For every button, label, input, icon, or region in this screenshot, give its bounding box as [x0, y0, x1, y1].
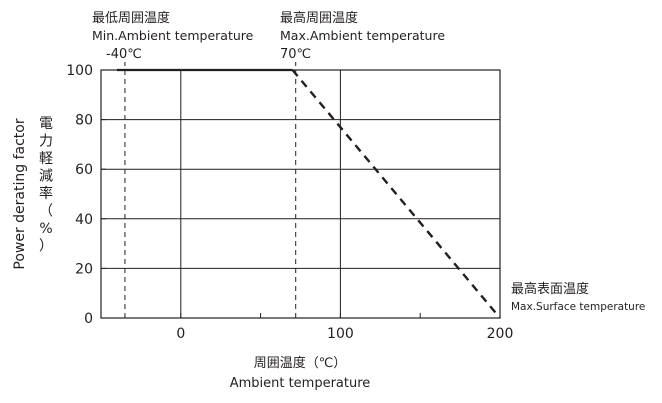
y-axis-title-jp-char: 電: [39, 116, 53, 132]
x-tick-label: 200: [487, 326, 514, 342]
y-tick-label: 80: [75, 113, 93, 129]
min-ambient-label-en: Min.Ambient temperature: [92, 28, 254, 43]
y-tick-label: 0: [84, 311, 93, 327]
y-axis-title-jp-char: 減: [39, 168, 53, 185]
plot-area: [100, 69, 501, 319]
y-axis-title-jp-char: ）: [39, 239, 53, 255]
series-lines: [116, 68, 501, 319]
x-axis-title-en: Ambient temperature: [230, 376, 371, 391]
y-axis-title-jp-char: 率: [39, 185, 53, 202]
y-tick-label: 60: [75, 162, 93, 178]
x-tick-label: 100: [327, 326, 354, 342]
reference-lines: [124, 62, 297, 318]
y-axis-title-en: Power derating factor: [12, 118, 28, 269]
axis-ticks: 0 100 200 0 20 40 60 80 100: [66, 63, 513, 342]
y-axis-title-jp-char: %: [39, 221, 52, 237]
grid-lines: [101, 70, 500, 318]
max-surface-label-jp: 最高表面温度: [511, 281, 589, 297]
min-ambient-value: -40℃: [106, 47, 142, 62]
y-tick-label: 100: [66, 63, 93, 79]
max-surface-label-en: Max.Surface temperature: [511, 301, 645, 313]
x-tick-label: 0: [176, 326, 185, 342]
max-ambient-label-en: Max.Ambient temperature: [280, 28, 445, 43]
x-axis-title-jp: 周囲温度（℃）: [254, 355, 347, 371]
y-tick-label: 40: [75, 212, 93, 228]
max-ambient-value: 70℃: [280, 47, 311, 62]
y-axis-title-jp-char: 軽: [39, 151, 53, 167]
y-axis-title-jp-char: 力: [39, 134, 53, 150]
y-axis-title-jp-char: （: [39, 204, 53, 220]
derating-slope-line: [291, 69, 501, 319]
y-tick-label: 20: [75, 261, 93, 277]
max-ambient-label-jp: 最高周囲温度: [280, 10, 358, 26]
min-ambient-label-jp: 最低周囲温度: [92, 10, 170, 26]
